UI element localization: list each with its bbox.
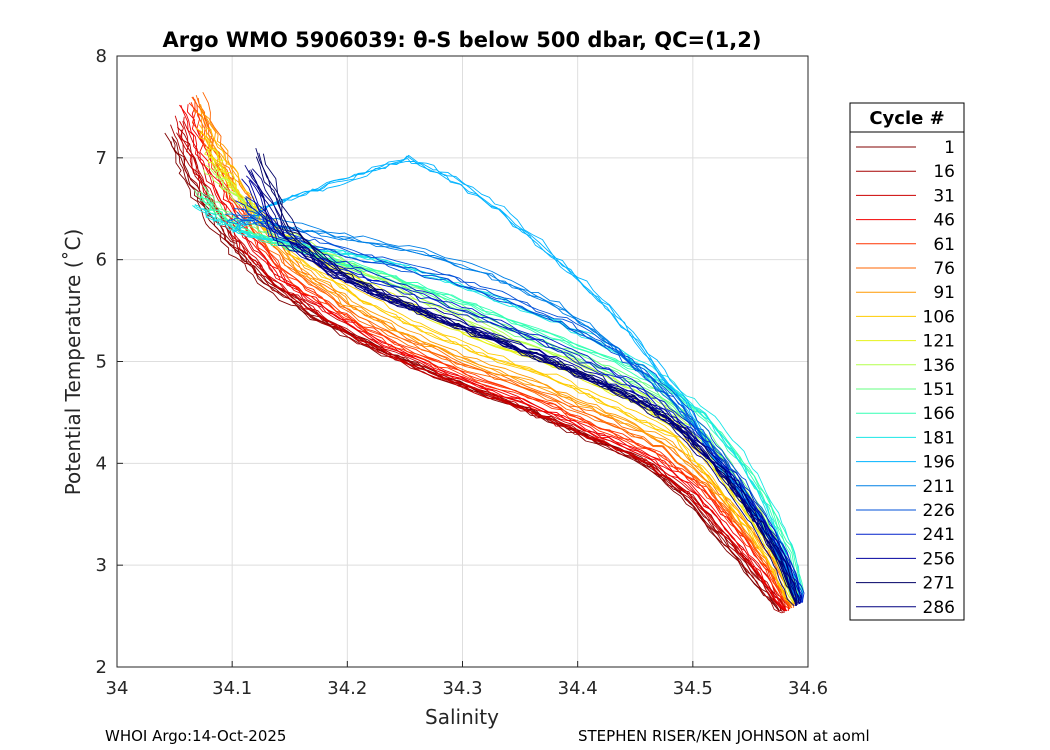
series-line: [193, 204, 800, 601]
data-series: [164, 91, 805, 614]
legend-entry: 151: [856, 380, 955, 400]
y-tick-label: 6: [96, 250, 107, 271]
series-line: [203, 207, 804, 600]
series-line: [206, 128, 796, 604]
series-line: [255, 147, 797, 606]
y-tick-label: 3: [96, 555, 107, 576]
legend-label: 151: [923, 380, 955, 400]
y-tick-label: 4: [96, 453, 107, 474]
footer-left: WHOI Argo:14-Oct-2025: [105, 727, 286, 745]
legend-entry: 286: [856, 598, 955, 618]
legend-label: 256: [923, 549, 955, 569]
legend-label: 226: [923, 501, 955, 521]
legend-label: 121: [923, 332, 955, 352]
legend-label: 211: [923, 477, 955, 497]
y-axis-label: Potential Temperature (˚C): [61, 229, 85, 496]
series-line: [204, 186, 799, 601]
legend-label: 196: [923, 453, 955, 473]
series-line: [205, 145, 795, 604]
legend-entry: 16: [856, 162, 955, 182]
legend-entry: 271: [856, 574, 955, 594]
series-line: [188, 102, 790, 610]
x-tick-label: 34.6: [788, 678, 828, 699]
legend-entry: 91: [856, 283, 955, 303]
legend-entry: 1: [856, 138, 955, 158]
legend-label: 76: [933, 259, 955, 279]
x-tick-label: 34: [106, 678, 129, 699]
legend-entry: 121: [856, 332, 955, 352]
legend-label: 166: [923, 404, 955, 424]
legend-label: 241: [923, 525, 955, 545]
legend-entry: 136: [856, 356, 955, 376]
legend-label: 61: [933, 235, 955, 255]
series-line: [190, 102, 790, 610]
x-tick-label: 34.5: [673, 678, 713, 699]
legend-label: 91: [933, 283, 955, 303]
legend-entry: 241: [856, 525, 955, 545]
series-line: [197, 97, 793, 609]
y-tick-label: 5: [96, 352, 107, 373]
legend: Cycle # 11631466176911061211361511661811…: [849, 102, 965, 621]
x-tick-label: 34.1: [212, 678, 252, 699]
legend-label: 46: [933, 211, 955, 231]
footer-right: STEPHEN RISER/KEN JOHNSON at aoml: [578, 727, 870, 745]
legend-title: Cycle #: [869, 108, 944, 129]
series-line: [245, 196, 805, 603]
series-line: [200, 103, 795, 606]
series-line: [250, 169, 798, 606]
series-line: [251, 168, 798, 606]
series-line: [198, 124, 794, 605]
legend-label: 106: [923, 307, 955, 327]
series-106: [195, 124, 796, 605]
legend-entry: 256: [856, 549, 955, 569]
legend-entry: 61: [856, 235, 955, 255]
legend-label: 31: [933, 186, 955, 206]
x-tick-label: 34.3: [442, 678, 482, 699]
series-line: [244, 197, 803, 603]
series-line: [242, 208, 804, 602]
series-line: [224, 213, 801, 602]
legend-entry: 196: [856, 453, 955, 473]
legend-entry: 31: [856, 186, 955, 206]
legend-label: 286: [923, 598, 955, 618]
x-tick-label: 34.4: [558, 678, 598, 699]
legend-entry: 226: [856, 501, 955, 521]
legend-entry: 181: [856, 428, 955, 448]
series-286: [244, 164, 798, 607]
x-tick-label: 34.2: [327, 678, 367, 699]
y-tick-label: 2: [96, 657, 107, 678]
legend-entries: 1 16 31 46 61 76 91 106 121 136 151 166 181 196 211 226…: [856, 138, 955, 618]
legend-label: 271: [923, 574, 955, 594]
series-line: [194, 99, 791, 610]
legend-entry: 76: [856, 259, 955, 279]
legend-label: 136: [923, 356, 955, 376]
legend-label: 16: [933, 162, 955, 182]
legend-entry: 211: [856, 477, 955, 497]
legend-entry: 106: [856, 307, 955, 327]
y-tick-label: 8: [96, 46, 107, 67]
x-axis-label: Salinity: [425, 705, 499, 729]
series-line: [186, 104, 788, 612]
series-61: [188, 96, 791, 610]
chart-title: Argo WMO 5906039: θ-S below 500 dbar, QC…: [163, 28, 762, 52]
legend-entry: 166: [856, 404, 955, 424]
legend-entry: 46: [856, 211, 955, 231]
y-tick-label: 7: [96, 148, 107, 169]
legend-label: 181: [923, 428, 955, 448]
legend-label: 1: [944, 138, 955, 158]
